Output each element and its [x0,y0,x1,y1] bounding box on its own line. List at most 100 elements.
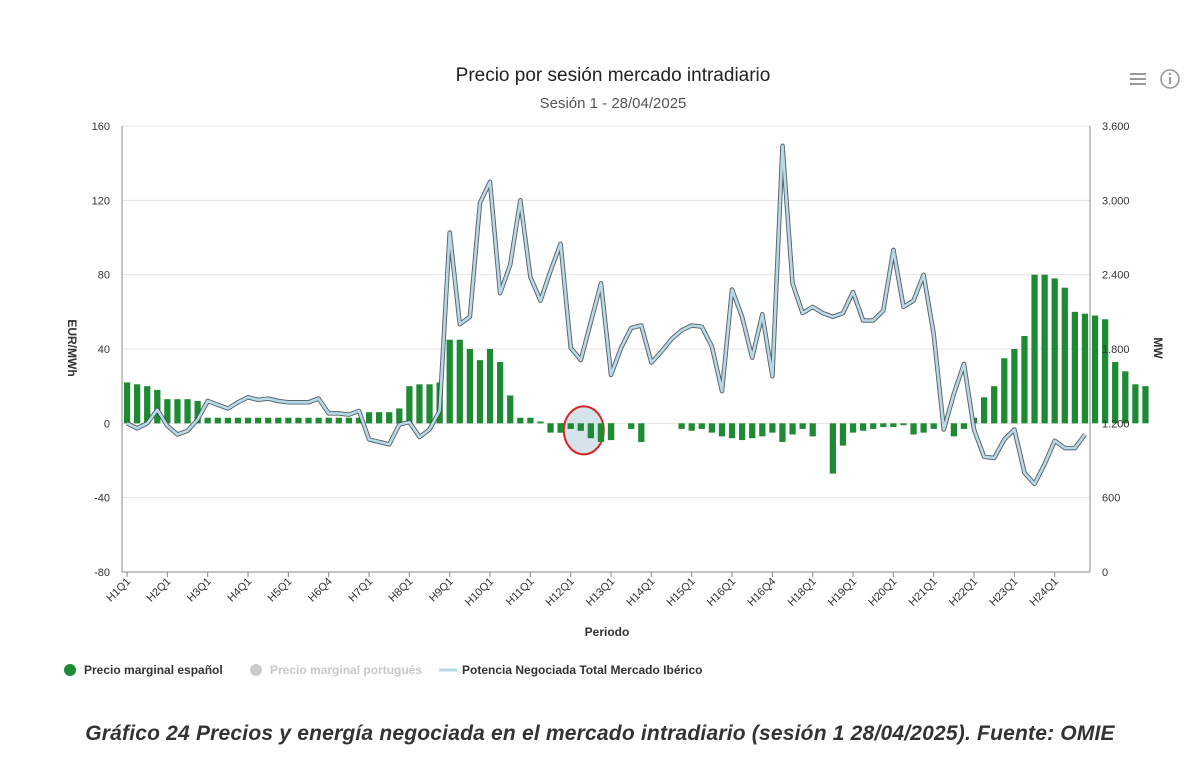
bar [1001,358,1008,424]
y-tick-left: -40 [94,493,110,505]
bar [547,423,554,433]
y-tick-right: 3.000 [1102,195,1130,207]
bar [406,386,413,424]
bar [789,423,796,435]
y-tick-left: 120 [92,195,110,207]
bar [628,423,635,429]
bar [154,389,161,424]
bar [375,412,383,424]
x-tick-label: H15Q1 [665,576,698,609]
bar [446,339,453,424]
y-tick-left: 0 [104,418,110,430]
x-tick-label: H24Q1 [1028,576,1061,609]
bar [718,423,726,437]
grid-lines [122,125,1090,573]
bar [910,423,917,435]
bar-series-precio-espanol [123,274,1149,474]
bar [133,384,141,424]
y-axis-title-left: EUR/MWh [65,319,79,376]
x-tick-label: H16Q4 [745,576,778,609]
axes [121,126,1091,573]
bar [1031,274,1038,424]
legend-item: Precio marginal portugués [250,663,422,677]
info-icon[interactable] [1159,68,1181,90]
bar [476,360,484,424]
legend-item: Precio marginal español [64,663,223,677]
bar [285,417,292,424]
bar [1051,278,1058,424]
bar [144,386,151,424]
bar [900,423,907,426]
y-tick-right: 3.600 [1102,121,1130,133]
bar [204,417,211,424]
bar [809,423,816,437]
bar [1061,287,1068,424]
bar [1112,362,1119,424]
bar [295,417,302,424]
x-tick-label: H21Q1 [907,576,940,609]
x-tick-label: H12Q1 [544,576,577,609]
bar [1041,274,1048,424]
bar [920,423,927,433]
bar [638,423,645,442]
legend-label: Precio marginal español [84,663,223,677]
y-tick-right: 2.400 [1102,270,1130,282]
bar [930,423,937,429]
legend[interactable]: Precio marginal español Precio marginal p… [64,663,703,677]
x-tick-label: H14Q1 [624,576,657,609]
x-tick-label: H23Q1 [987,576,1020,609]
legend-symbol [64,664,76,676]
line-shadow [126,143,1087,487]
line-series-potencia [126,143,1087,487]
bar [416,384,423,424]
y-axis-title-right: MW [1151,337,1165,359]
bar [466,349,474,424]
bar [728,423,736,439]
bar [738,423,746,441]
x-tick-label: H19Q1 [826,576,859,609]
bar [244,417,252,424]
bar [184,399,191,424]
x-tick-label: H6Q4 [306,576,335,605]
bar [1132,384,1139,424]
bar [1142,386,1149,424]
bar [174,399,181,424]
bar [890,423,897,428]
bar [426,384,433,424]
x-tick-label: H16Q1 [705,576,738,609]
bar [335,417,342,424]
bar [1071,311,1079,424]
bar [123,382,131,424]
bar [991,386,998,424]
hamburger-menu-icon[interactable] [1128,70,1148,88]
bar [688,423,695,431]
bar [486,349,494,424]
bar [708,423,716,433]
x-tick-label: H22Q1 [947,576,980,609]
y-tick-right: 600 [1102,493,1120,505]
bar [496,362,504,424]
x-tick-label: H5Q1 [266,576,295,605]
bar [224,417,232,424]
bar [799,423,806,429]
bar [1021,335,1028,424]
legend-label: Potencia Negociada Total Mercado Ibérico [462,663,703,677]
x-tick-label: H11Q1 [504,576,537,609]
bar [254,417,262,424]
bar [1091,315,1099,424]
bar [880,423,887,428]
bar [960,423,968,429]
bar [214,417,221,424]
x-axis-title: Periodo [585,625,630,639]
bar-highlighted [567,423,574,429]
x-tick-label: H7Q1 [346,576,375,605]
bar [870,423,877,429]
bar [1081,313,1089,424]
bar [456,339,463,424]
y-tick-left: 80 [98,270,110,282]
chart-title: Precio por sesión mercado intradiario [456,65,771,86]
bar [779,423,786,442]
x-tick-label: H13Q1 [584,576,617,609]
bar [769,423,776,433]
bar [859,423,867,431]
